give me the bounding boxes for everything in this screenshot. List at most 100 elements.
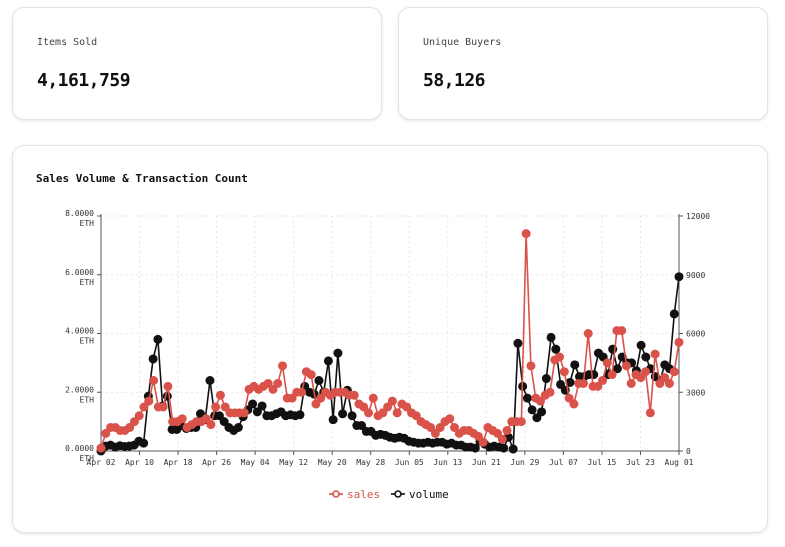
volume-point[interactable] (612, 364, 622, 374)
sales-point[interactable] (516, 417, 526, 427)
sales-point[interactable] (545, 387, 555, 397)
volume-point[interactable] (589, 370, 599, 380)
sales-point[interactable] (387, 396, 397, 406)
sales-point[interactable] (215, 390, 225, 400)
volume-point[interactable] (513, 338, 523, 348)
volume-point[interactable] (323, 356, 333, 366)
y-right-tick-label: 9000 (686, 271, 705, 280)
volume-point[interactable] (338, 409, 348, 419)
x-tick-label: Apr 26 (202, 458, 231, 467)
sales-point[interactable] (583, 329, 593, 338)
sales-point[interactable] (144, 396, 154, 406)
volume-point[interactable] (522, 393, 532, 403)
legend-sales-label[interactable]: sales (347, 488, 380, 501)
sales-point[interactable] (149, 376, 159, 385)
sales-point[interactable] (521, 229, 531, 239)
sales-point[interactable] (297, 387, 307, 397)
unique-buyers-card: Unique Buyers 58,126 (398, 7, 768, 120)
sales-point[interactable] (134, 411, 144, 421)
y-left-tick-label: 0.0000 (65, 444, 94, 453)
sales-point[interactable] (607, 370, 617, 380)
x-tick-label: Jul 23 (626, 458, 655, 467)
sales-point[interactable] (239, 408, 249, 418)
sales-volume-chart[interactable]: 0.0000ETH2.0000ETH4.0000ETH6.0000ETH8.00… (13, 146, 769, 534)
sales-point[interactable] (392, 408, 402, 418)
volume-point[interactable] (333, 348, 343, 358)
volume-point[interactable] (641, 352, 651, 362)
sales-point[interactable] (211, 402, 221, 412)
sales-point[interactable] (578, 378, 588, 388)
x-tick-label: May 12 (279, 458, 308, 467)
sales-point[interactable] (96, 443, 106, 453)
sales-point[interactable] (621, 361, 631, 371)
volume-point[interactable] (347, 411, 357, 421)
sales-point[interactable] (163, 381, 173, 391)
volume-point[interactable] (139, 438, 149, 448)
volume-point[interactable] (148, 354, 158, 364)
volume-point[interactable] (551, 344, 561, 354)
sales-point[interactable] (368, 393, 378, 403)
volume-point[interactable] (636, 340, 646, 350)
sales-point[interactable] (364, 408, 374, 418)
volume-point[interactable] (565, 377, 575, 387)
volume-point[interactable] (295, 410, 305, 420)
x-tick-label: Jun 29 (510, 458, 539, 467)
sales-point[interactable] (497, 434, 507, 444)
chart-card: Sales Volume & Transaction Count 0.0000 E… (12, 145, 768, 533)
sales-point[interactable] (306, 370, 316, 380)
y-left-tick-label: 6.0000 (65, 268, 94, 277)
y-left-tick-unit: ETH (80, 395, 95, 404)
volume-point[interactable] (248, 399, 258, 409)
x-tick-label: May 28 (356, 458, 385, 467)
volume-point[interactable] (570, 360, 580, 370)
y-right-tick-label: 12000 (686, 212, 710, 221)
volume-point[interactable] (205, 376, 215, 385)
sales-point[interactable] (602, 358, 612, 368)
sales-point[interactable] (278, 361, 288, 371)
sales-point[interactable] (445, 414, 455, 424)
volume-point[interactable] (233, 423, 243, 432)
volume-point[interactable] (541, 374, 551, 384)
sales-point[interactable] (555, 352, 565, 362)
sales-point[interactable] (158, 402, 168, 412)
sales-point[interactable] (617, 326, 627, 336)
sales-point[interactable] (273, 378, 283, 388)
sales-point[interactable] (645, 408, 655, 418)
volume-point[interactable] (527, 405, 537, 415)
items-sold-card: Items Sold 4,161,759 (12, 7, 382, 120)
sales-point[interactable] (569, 399, 579, 409)
x-tick-label: Aug 01 (665, 458, 694, 467)
volume-point[interactable] (546, 332, 556, 342)
sales-point[interactable] (206, 420, 216, 430)
x-tick-label: Jul 07 (549, 458, 578, 467)
volume-point[interactable] (153, 334, 163, 344)
sales-point[interactable] (650, 349, 660, 359)
sales-point[interactable] (526, 361, 536, 371)
sales-point[interactable] (626, 378, 636, 388)
volume-point[interactable] (669, 309, 679, 319)
volume-point[interactable] (508, 444, 518, 454)
sales-point[interactable] (177, 414, 187, 424)
sales-point[interactable] (559, 367, 569, 377)
legend-volume-label[interactable]: volume (409, 488, 449, 501)
unique-buyers-value: 58,126 (423, 70, 486, 91)
volume-point[interactable] (328, 415, 338, 425)
volume-point[interactable] (674, 272, 684, 282)
volume-point[interactable] (314, 376, 324, 385)
sales-point[interactable] (664, 378, 674, 388)
sales-point[interactable] (598, 376, 608, 385)
x-tick-label: Jun 21 (472, 458, 501, 467)
sales-point[interactable] (349, 390, 359, 400)
volume-point[interactable] (499, 443, 509, 453)
sales-point[interactable] (478, 437, 488, 447)
sales-point[interactable] (641, 367, 651, 377)
sales-point[interactable] (669, 367, 679, 377)
y-left-tick-unit: ETH (80, 278, 95, 287)
volume-point[interactable] (470, 443, 480, 453)
volume-point[interactable] (537, 407, 547, 417)
sales-point[interactable] (674, 337, 684, 347)
sales-point[interactable] (502, 425, 512, 435)
y-right-tick-label: 3000 (686, 388, 705, 397)
x-tick-label: Jun 13 (433, 458, 462, 467)
volume-point[interactable] (257, 401, 267, 411)
